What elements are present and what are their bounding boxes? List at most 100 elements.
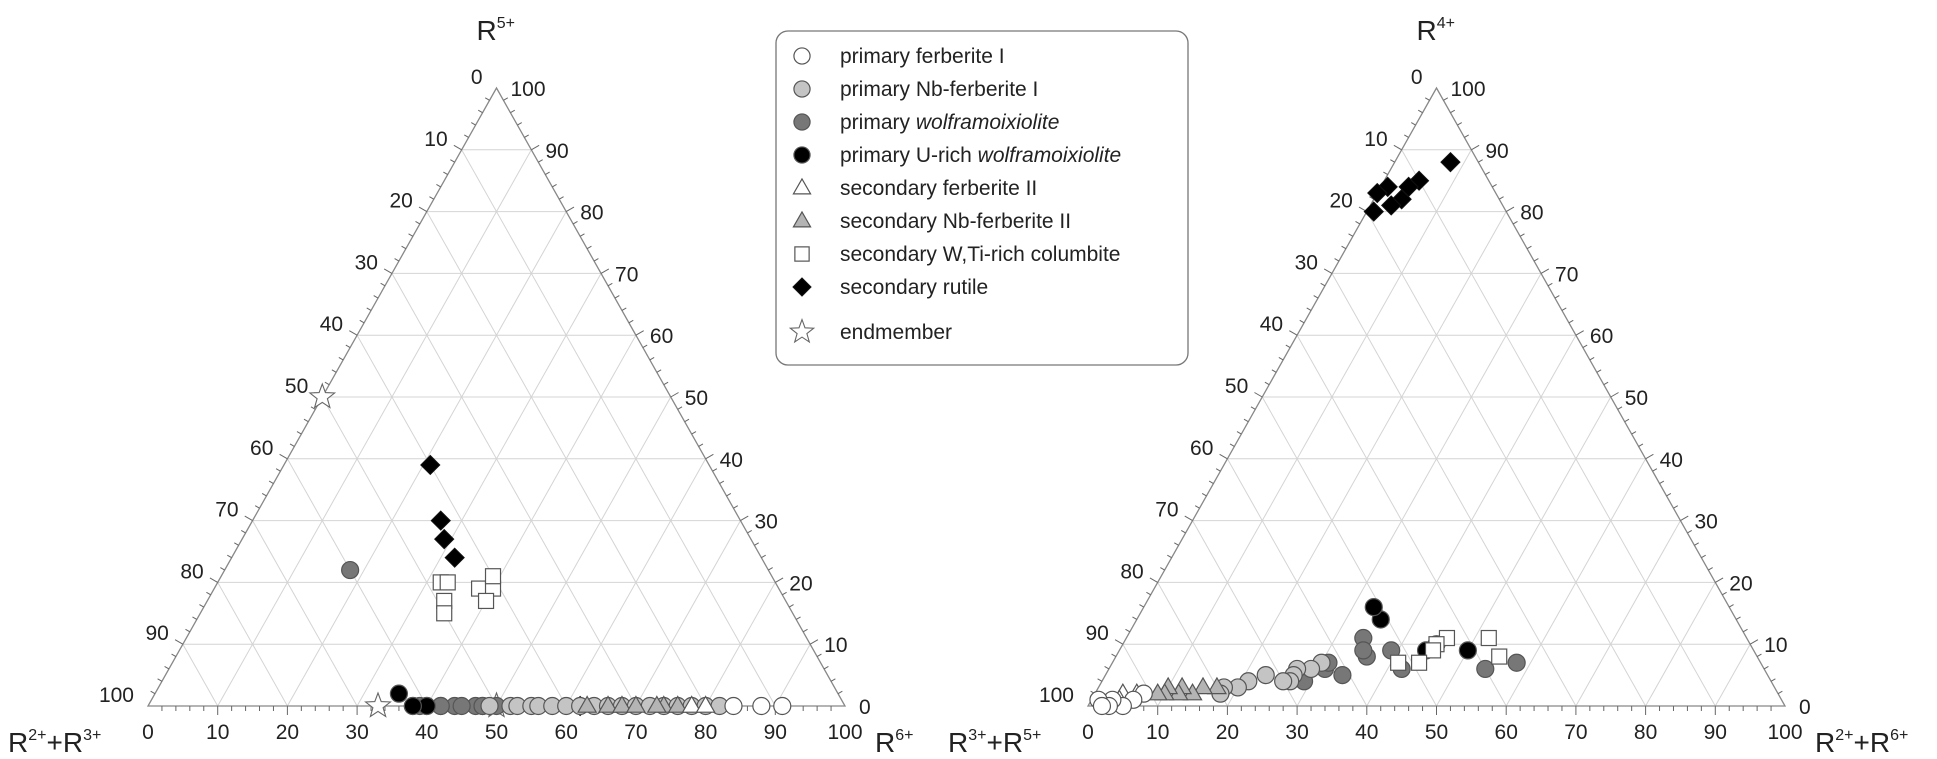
tick bbox=[1334, 258, 1340, 262]
tick bbox=[1610, 392, 1619, 398]
tick bbox=[503, 97, 509, 101]
tick bbox=[712, 468, 718, 472]
tick bbox=[450, 159, 455, 163]
tick bbox=[1756, 653, 1762, 657]
tick-label-bottom: 80 bbox=[694, 721, 717, 744]
tick bbox=[1666, 492, 1672, 497]
data-point-pw bbox=[1354, 641, 1373, 660]
data-point-sr bbox=[1363, 201, 1384, 222]
tick bbox=[1617, 406, 1623, 410]
tick bbox=[733, 505, 739, 509]
tick-label-left: 70 bbox=[1155, 499, 1178, 522]
data-point-puw bbox=[1364, 598, 1383, 617]
tick bbox=[174, 639, 184, 645]
tick-label-bottom: 100 bbox=[1767, 721, 1802, 744]
data-point-sr bbox=[420, 454, 441, 476]
tick bbox=[1687, 530, 1693, 534]
tick-label-left: 10 bbox=[424, 128, 447, 151]
legend-label-pnfI: primary Nb-ferberite I bbox=[840, 78, 1038, 101]
tick bbox=[1097, 678, 1103, 682]
tick bbox=[1355, 221, 1361, 225]
tick bbox=[1254, 392, 1263, 398]
tick bbox=[206, 591, 211, 596]
tick-label-bottom: 90 bbox=[764, 721, 787, 744]
tick-label-bottom: 80 bbox=[1634, 721, 1657, 744]
tick bbox=[338, 356, 344, 361]
tick bbox=[366, 307, 372, 311]
tick-label-bottom: 30 bbox=[1285, 721, 1308, 744]
legend-label-pw: primary wolframoixiolite bbox=[840, 111, 1059, 134]
legend-label-pfI: primary ferberite I bbox=[840, 45, 1005, 68]
tick bbox=[663, 381, 669, 386]
tick bbox=[1424, 97, 1430, 101]
data-point-sr bbox=[1367, 182, 1388, 204]
tick-label-right: 20 bbox=[789, 572, 812, 595]
tick bbox=[719, 480, 725, 484]
tick-label-right: 30 bbox=[1694, 511, 1717, 534]
tick bbox=[408, 233, 414, 237]
data-point-pfI bbox=[773, 696, 792, 716]
tick bbox=[1519, 233, 1525, 237]
tick bbox=[830, 678, 836, 682]
tick bbox=[394, 258, 400, 262]
data-point-sr bbox=[444, 547, 465, 568]
tick bbox=[477, 109, 483, 114]
legend-marker-swc bbox=[794, 246, 810, 262]
tick bbox=[677, 406, 683, 410]
tick bbox=[1624, 418, 1630, 423]
tick-label-left: 80 bbox=[180, 560, 203, 583]
tick bbox=[1547, 282, 1553, 287]
tick-label-left: 70 bbox=[215, 499, 238, 522]
data-point-pfI bbox=[752, 696, 771, 716]
gridline bbox=[461, 149, 776, 707]
tick bbox=[538, 159, 543, 163]
apex-labels: R5+ R2++R3+ R6+ bbox=[8, 15, 913, 758]
tick bbox=[1485, 171, 1490, 175]
gridline bbox=[774, 643, 811, 707]
tick bbox=[415, 221, 421, 225]
tick-label-bottom: 0 bbox=[1082, 721, 1094, 744]
data-point-swc bbox=[436, 605, 453, 622]
tick-labels: 0 0 0 10 10 10 20 20 20 30 30 30 40 40 40 50 50 50 60 60 60 7… bbox=[99, 66, 871, 744]
tick bbox=[768, 567, 773, 571]
tick-label-right: 90 bbox=[545, 140, 568, 163]
tick bbox=[1271, 369, 1277, 373]
tick bbox=[1659, 480, 1665, 484]
tick bbox=[1160, 567, 1165, 571]
gridline bbox=[217, 582, 288, 707]
tick-label-right: 0 bbox=[859, 696, 871, 719]
tick bbox=[1631, 431, 1637, 435]
tick-label-right: 0 bbox=[1799, 696, 1811, 719]
tick-label-right: 80 bbox=[580, 202, 603, 225]
gridline bbox=[286, 458, 428, 707]
tick bbox=[1411, 122, 1416, 126]
tick bbox=[572, 221, 578, 225]
tick bbox=[1180, 530, 1186, 534]
tick bbox=[1603, 381, 1609, 386]
legend-box bbox=[775, 30, 1189, 366]
tick-label-right: 10 bbox=[1764, 634, 1787, 657]
tick bbox=[240, 530, 246, 534]
tick bbox=[171, 653, 177, 657]
tick bbox=[1313, 295, 1319, 299]
data-points bbox=[1089, 151, 1526, 716]
tick bbox=[761, 554, 766, 559]
tick bbox=[1146, 591, 1151, 596]
tick bbox=[1443, 97, 1449, 101]
tick bbox=[289, 443, 295, 447]
tick bbox=[809, 639, 819, 645]
tick-label-bottom: 70 bbox=[1564, 721, 1587, 744]
gridline bbox=[635, 520, 741, 707]
tick bbox=[164, 665, 170, 670]
tick bbox=[1236, 431, 1242, 435]
tick bbox=[1505, 206, 1515, 213]
tick bbox=[1417, 109, 1423, 114]
gridline bbox=[1575, 520, 1681, 707]
tick bbox=[698, 443, 704, 447]
tick bbox=[443, 171, 448, 175]
tick bbox=[1589, 356, 1595, 361]
gridline bbox=[565, 458, 707, 707]
tick bbox=[1174, 542, 1179, 546]
tick bbox=[1701, 554, 1706, 559]
tick bbox=[545, 171, 550, 175]
